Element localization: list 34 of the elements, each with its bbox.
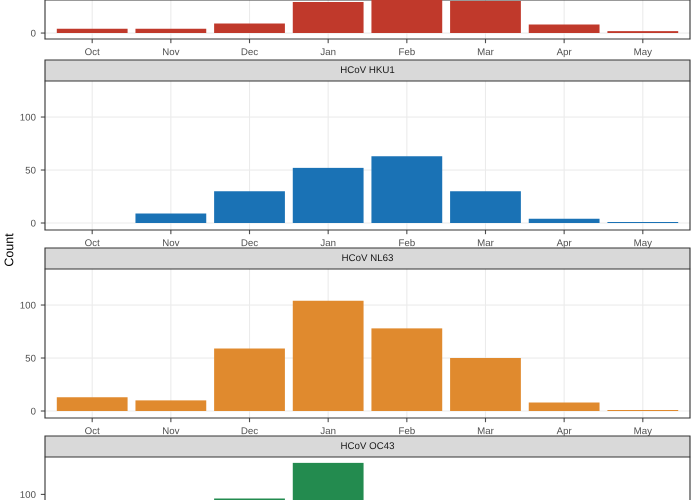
x-tick-label: Oct <box>85 239 100 246</box>
x-tick-label: Jan <box>320 239 336 246</box>
x-tick-label: Feb <box>399 427 415 434</box>
x-tick-label: Dec <box>242 427 258 434</box>
chart-title: HCoV NL63 <box>342 254 394 262</box>
x-tick-label: Feb <box>399 239 415 246</box>
chart-title: HCoV OC43 <box>341 442 394 450</box>
x-tick-label: Mar <box>478 239 494 246</box>
y-tick-label: 50 <box>26 354 36 362</box>
x-tick-label: Nov <box>163 48 180 56</box>
x-tick-label: Jan <box>320 427 336 434</box>
y-tick-label: 0 <box>30 220 36 227</box>
x-tick-label: Dec <box>242 239 258 246</box>
x-tick-label: Apr <box>556 48 572 58</box>
x-tick-label: Oct <box>85 48 100 56</box>
x-tick-label: Oct <box>85 427 100 434</box>
x-tick-label: Mar <box>478 48 494 56</box>
x-tick-label: Feb <box>399 48 415 56</box>
chart-title: HCoV HKU1 <box>341 66 394 74</box>
x-tick-label: Dec <box>242 48 258 56</box>
x-tick-label: Mar <box>478 427 494 434</box>
x-tick-label: Nov <box>163 427 180 434</box>
x-tick-label: May <box>634 239 652 248</box>
y-tick-label: 100 <box>20 302 36 309</box>
y-tick-label: 0 <box>30 408 36 415</box>
x-tick-label: May <box>634 427 652 436</box>
x-tick-label: May <box>634 48 652 58</box>
y-tick-label: 100 <box>20 114 36 121</box>
x-tick-label: Jan <box>320 48 336 56</box>
x-tick-label: Nov <box>163 239 180 246</box>
y-axis-title: Count <box>4 233 14 266</box>
x-tick-label: Apr <box>556 427 572 436</box>
y-tick-label: 50 <box>26 166 36 174</box>
x-tick-label: Apr <box>556 239 572 248</box>
